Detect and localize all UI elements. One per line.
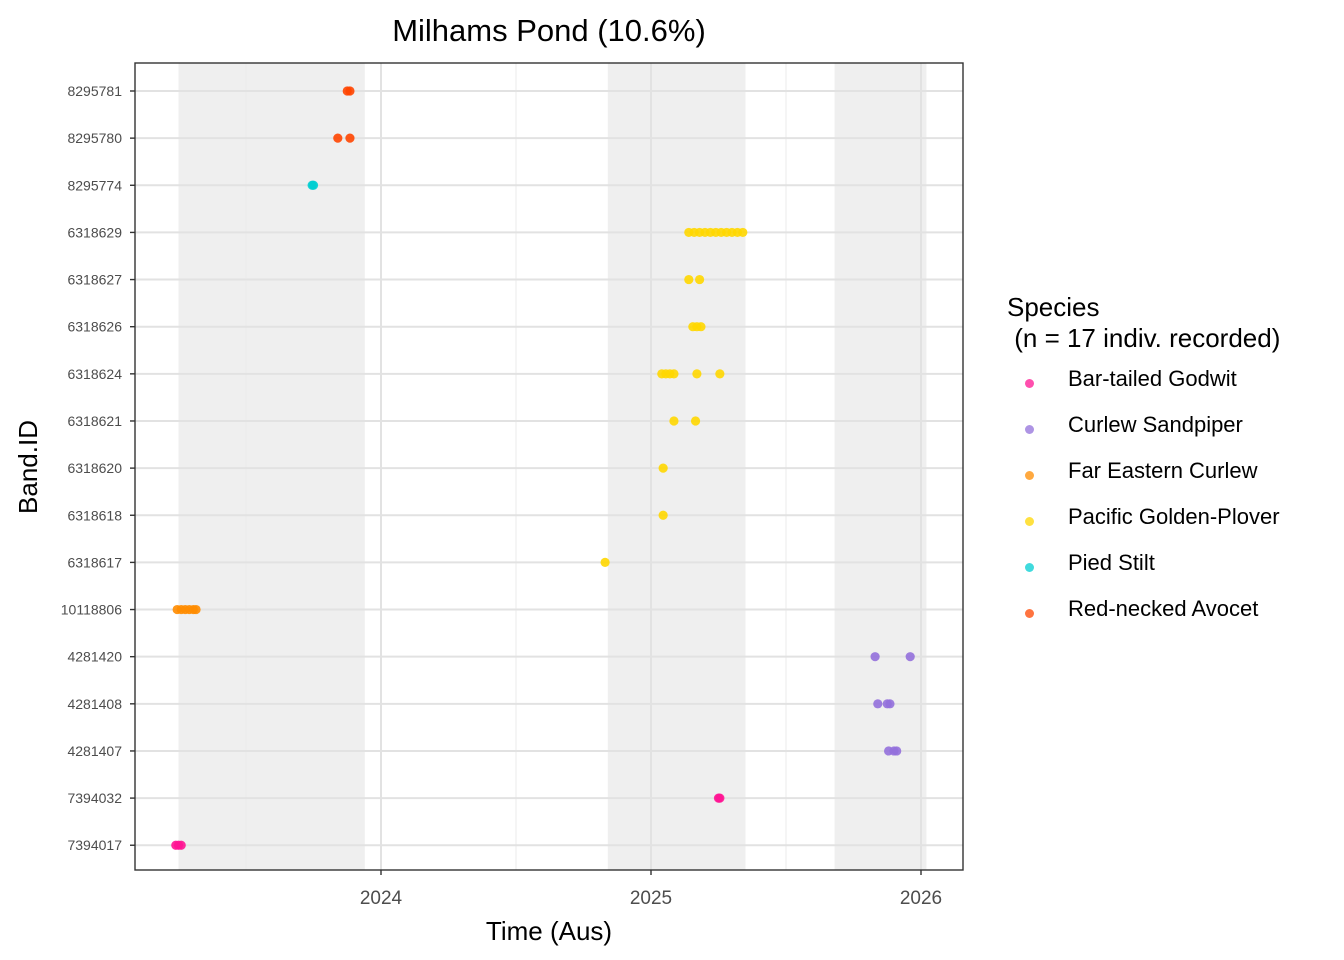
point-curlew-sandpiper-4281408-5	[885, 699, 895, 709]
plot-area: 8295781 8295780 8295774 6318629 6318627 63186…	[61, 62, 964, 909]
y-tick-label-6318620: 6318620	[67, 460, 122, 476]
y-tick-label-8295781: 8295781	[67, 83, 122, 99]
legend-key-curlew-sandpiper	[1025, 425, 1034, 434]
x-tick-label-2026: 2026	[900, 888, 942, 909]
y-tick-label-10118806: 10118806	[61, 602, 122, 618]
legend-item-bar-tailed-godwit: Bar-tailed Godwit	[1007, 366, 1280, 412]
point-far-eastern-curlew-10118806-6	[191, 604, 201, 615]
legend-key-pacific-golden-plover	[1025, 517, 1034, 526]
y-tick-label-4281408: 4281408	[67, 696, 122, 712]
point-pacific-golden-plover-6318621-24	[690, 416, 701, 426]
y-tick-label-6318617: 6318617	[67, 554, 122, 570]
legend-label-curlew-sandpiper: Curlew Sandpiper	[1068, 412, 1243, 437]
point-red-necked-avocet-8295780-4	[345, 133, 355, 143]
y-tick-label-4281420: 4281420	[67, 649, 122, 665]
y-tick-label-7394017: 7394017	[67, 837, 122, 853]
legend-title: Species (n = 17 indiv. recorded)	[1007, 292, 1281, 353]
point-curlew-sandpiper-4281420-1	[870, 652, 880, 662]
y-tick-label-6318627: 6318627	[67, 272, 122, 288]
point-pacific-golden-plover-6318620-25	[658, 463, 668, 473]
y-tick-label-6318629: 6318629	[67, 224, 122, 240]
y-tick-label-6318618: 6318618	[67, 507, 122, 523]
y-tick-label-6318626: 6318626	[67, 319, 122, 335]
y-tick-label-8295774: 8295774	[67, 177, 122, 193]
y-tick-label-8295780: 8295780	[67, 130, 122, 146]
point-red-necked-avocet-8295780-3	[333, 133, 343, 143]
y-tick-label-6318624: 6318624	[67, 366, 122, 382]
point-pacific-golden-plover-6318626-16	[696, 322, 706, 332]
legend-key-bar-tailed-godwit	[1025, 379, 1034, 388]
legend-items: Bar-tailed Godwit Curlew Sandpiper Far Eas…	[1007, 366, 1280, 642]
legend-label-pacific-golden-plover: Pacific Golden-Plover	[1068, 504, 1280, 529]
legend-item-far-eastern-curlew: Far Eastern Curlew	[1007, 458, 1280, 504]
y-tick-label-7394032: 7394032	[67, 790, 122, 806]
legend-item-red-necked-avocet: Red-necked Avocet	[1007, 596, 1280, 642]
x-tick-label-2024: 2024	[360, 888, 403, 909]
x-tick-label-2025: 2025	[630, 888, 672, 909]
point-pacific-golden-plover-6318621-23	[669, 416, 679, 426]
point-curlew-sandpiper-4281407-8	[892, 746, 902, 756]
point-pacific-golden-plover-6318624-22	[715, 369, 725, 379]
legend-key-far-eastern-curlew	[1025, 471, 1034, 480]
y-axis-label: Band.ID	[13, 420, 43, 514]
legend-key-red-necked-avocet	[1025, 609, 1034, 618]
legend-item-pied-stilt: Pied Stilt	[1007, 550, 1280, 596]
shaded-period-2	[607, 63, 746, 870]
point-bar-tailed-godwit-7394017-3	[176, 840, 186, 850]
legend-key-pied-stilt	[1025, 563, 1034, 572]
point-pied-stilt-8295774-2	[308, 180, 319, 190]
point-pacific-golden-plover-6318617-27	[600, 557, 610, 568]
point-curlew-sandpiper-4281420-2	[905, 652, 915, 662]
point-pacific-golden-plover-6318624-21	[692, 369, 702, 379]
point-pacific-golden-plover-6318627-13	[695, 274, 705, 285]
shaded-period-3	[834, 63, 927, 870]
chart-title: Milhams Pond (10.6%)	[392, 13, 706, 48]
legend-item-pacific-golden-plover: Pacific Golden-Plover	[1007, 504, 1280, 550]
legend-item-curlew-sandpiper: Curlew Sandpiper	[1007, 412, 1280, 458]
panel-border	[134, 62, 964, 871]
point-curlew-sandpiper-4281408-3	[873, 699, 883, 709]
legend-label-red-necked-avocet: Red-necked Avocet	[1068, 596, 1259, 621]
point-pacific-golden-plover-6318618-26	[658, 510, 668, 520]
y-tick-label-6318621: 6318621	[67, 413, 122, 429]
legend-label-bar-tailed-godwit: Bar-tailed Godwit	[1068, 366, 1237, 391]
y-tick-label-4281407: 4281407	[67, 743, 122, 759]
legend-label-pied-stilt: Pied Stilt	[1068, 550, 1155, 575]
point-pacific-golden-plover-6318627-12	[684, 274, 694, 285]
point-pacific-golden-plover-6318624-20	[669, 369, 679, 379]
legend: Species (n = 17 indiv. recorded) Bar-tai…	[1007, 292, 1280, 642]
x-axis-label: Time (Aus)	[486, 916, 612, 946]
legend-label-far-eastern-curlew: Far Eastern Curlew	[1068, 458, 1258, 483]
point-bar-tailed-godwit-7394032-5	[715, 793, 725, 803]
point-red-necked-avocet-8295781-2	[345, 86, 355, 96]
point-pacific-golden-plover-6318629-11	[738, 227, 748, 238]
shaded-period-1	[178, 63, 365, 870]
